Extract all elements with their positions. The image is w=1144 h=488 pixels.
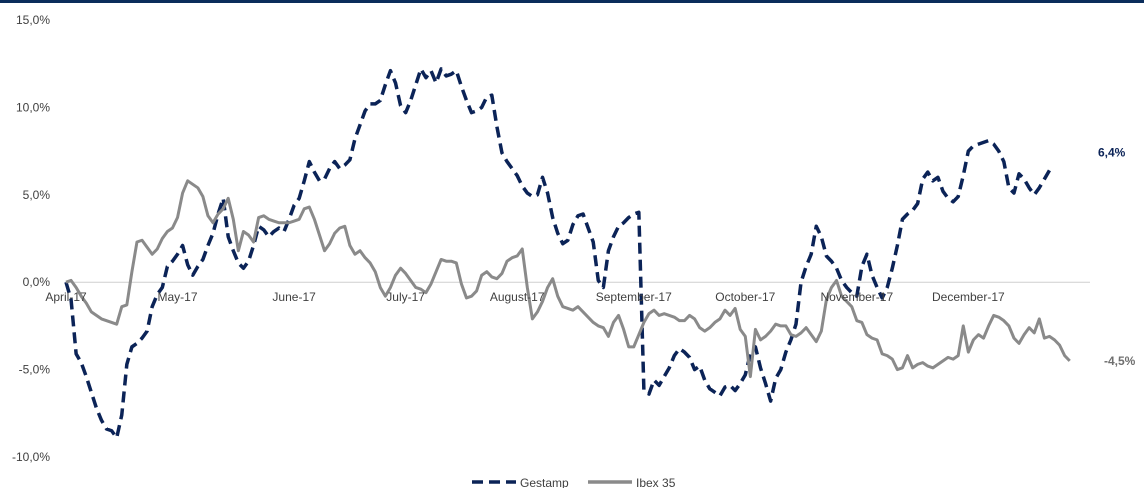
end-value-label: 6,4% [1098, 145, 1126, 159]
top-border [0, 0, 1144, 3]
legend-label: Gestamp [520, 476, 569, 488]
y-axis-ticks: 15,0% 10,0% 5,0% 0,0% -5,0% -10,0% [12, 13, 50, 464]
x-tick-label: October-17 [715, 290, 775, 304]
legend: Gestamp Ibex 35 [472, 476, 676, 488]
y-tick-label: 0,0% [23, 275, 51, 289]
legend-label: Ibex 35 [636, 476, 676, 488]
x-tick-label: May-17 [158, 290, 198, 304]
x-tick-label: August-17 [490, 290, 545, 304]
x-tick-label: September-17 [596, 290, 672, 304]
y-tick-label: -5,0% [19, 363, 51, 377]
x-tick-label: December-17 [932, 290, 1005, 304]
x-tick-label: April-17 [45, 290, 87, 304]
series-layer [64, 67, 1071, 440]
series-line-ibex-35 [65, 179, 1071, 379]
end-labels: 6,4% -4,5% [1098, 145, 1136, 368]
x-tick-label: November-17 [820, 290, 893, 304]
series-line-gestamp [64, 67, 1051, 440]
x-tick-label: July-17 [386, 290, 425, 304]
y-tick-label: 10,0% [16, 100, 50, 114]
y-tick-label: 5,0% [23, 188, 51, 202]
x-axis-ticks: April-17 May-17 June-17 July-17 August-17 Sep… [45, 290, 1005, 304]
y-tick-label: -10,0% [12, 450, 50, 464]
y-tick-label: 15,0% [16, 13, 50, 27]
end-value-label: -4,5% [1104, 354, 1136, 368]
x-tick-label: June-17 [272, 290, 316, 304]
